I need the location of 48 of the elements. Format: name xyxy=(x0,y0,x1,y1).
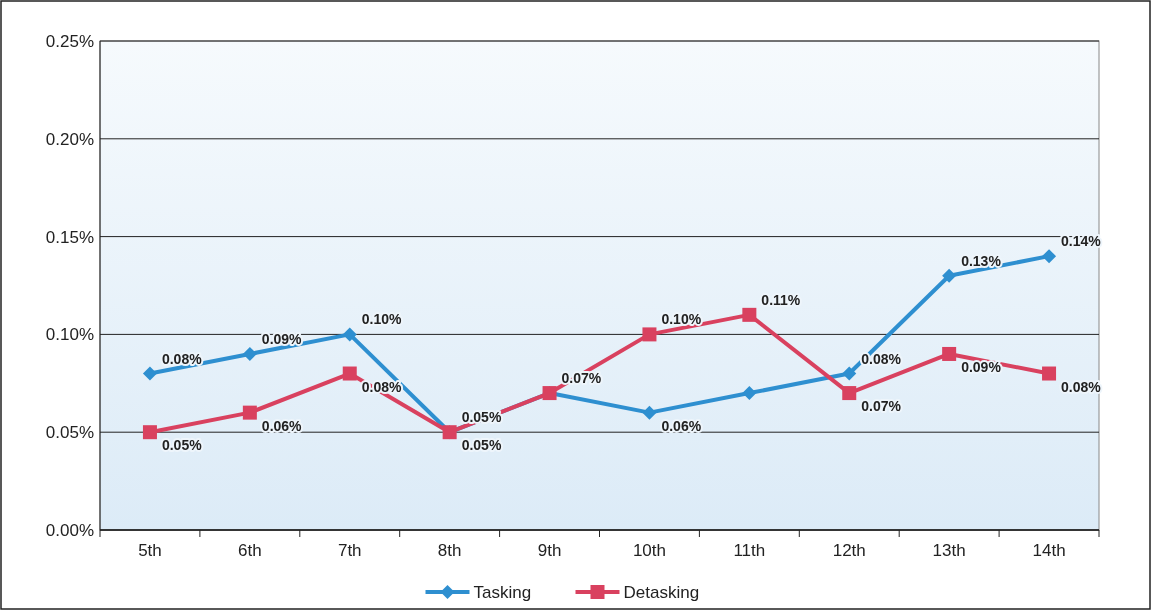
x-tick-label: 9th xyxy=(537,541,562,560)
data-label: 0.05% xyxy=(161,437,203,454)
data-label: 0.05% xyxy=(461,437,502,454)
data-label: 0.06% xyxy=(261,417,303,434)
legend-label: Detasking xyxy=(623,582,700,602)
data-label: 0.08% xyxy=(161,350,203,367)
data-label: 0.09% xyxy=(961,358,1002,375)
data-label: 0.10% xyxy=(361,311,402,328)
x-tick-label: 5th xyxy=(138,541,162,560)
y-tick-label: 0.15% xyxy=(45,227,94,247)
point xyxy=(642,405,657,420)
point xyxy=(942,346,957,361)
x-tick-label: 14th xyxy=(1032,541,1066,560)
x-tick-label: 10th xyxy=(632,541,666,560)
y-tick-label: 0.10% xyxy=(45,325,94,345)
point xyxy=(1042,366,1057,381)
x-tick-label: 7th xyxy=(337,541,362,560)
x-tick-label: 12th xyxy=(832,541,866,560)
y-tick-label: 0.25% xyxy=(45,31,94,51)
data-label: 0.10% xyxy=(661,311,702,328)
point xyxy=(742,386,757,401)
data-label: 0.11% xyxy=(761,291,801,308)
legend-label: Tasking xyxy=(473,582,532,602)
data-label: 0.06% xyxy=(661,417,702,434)
y-tick-label: 0.00% xyxy=(45,520,94,540)
point xyxy=(142,425,157,440)
point xyxy=(242,346,257,361)
data-label: 0.08% xyxy=(1061,378,1102,395)
x-tick-label: 6th xyxy=(238,541,262,560)
point xyxy=(842,386,857,401)
y-tick-label: 0.05% xyxy=(45,423,94,443)
data-label: 0.09% xyxy=(261,330,303,347)
point xyxy=(642,327,657,342)
point xyxy=(842,366,857,381)
data-label: 0.14% xyxy=(1061,233,1102,250)
x-tick-label: 11th xyxy=(733,541,766,560)
point xyxy=(342,327,357,342)
point xyxy=(742,307,757,322)
x-tick-label: 8th xyxy=(437,541,462,560)
point xyxy=(342,366,357,381)
data-label: 0.13% xyxy=(961,252,1002,269)
y-tick-label: 0.20% xyxy=(45,129,94,149)
point xyxy=(142,366,157,381)
x-tick-label: 13th xyxy=(932,541,966,560)
point xyxy=(942,268,957,283)
point xyxy=(1042,249,1057,264)
data-label: 0.07% xyxy=(861,398,902,415)
point xyxy=(242,405,257,420)
